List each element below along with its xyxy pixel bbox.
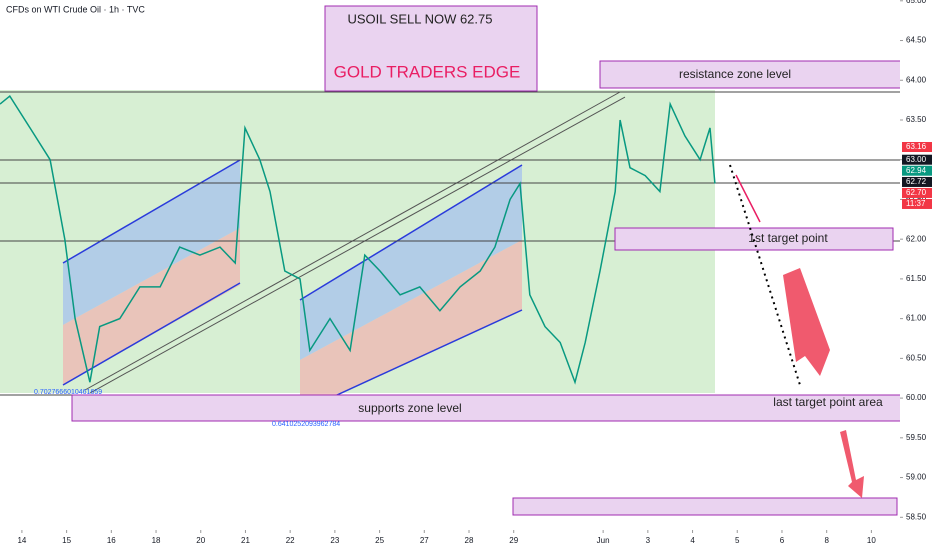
- price-marker-label: 63.00: [906, 155, 927, 164]
- x-tick-label: 6: [780, 536, 785, 545]
- brand-text: GOLD TRADERS EDGE: [334, 62, 521, 81]
- path-arrow: [729, 164, 801, 386]
- price-marker-label: 62.72: [906, 177, 927, 186]
- price-marker-label: 63.16: [906, 142, 927, 151]
- y-tick-label: 60.00: [906, 393, 927, 402]
- price-marker: [902, 165, 932, 176]
- target1-text: 1st target point: [748, 231, 828, 245]
- y-tick-label: 60.50: [906, 353, 927, 362]
- channel-line: [299, 164, 523, 301]
- y-tick-label: 65.00: [906, 0, 927, 5]
- x-tick-label: 4: [690, 536, 695, 545]
- x-tick-label: Jun: [597, 536, 610, 545]
- x-tick-label: 27: [420, 536, 429, 545]
- x-tick-label: 16: [107, 536, 116, 545]
- target-last-text: last target point area: [773, 395, 883, 409]
- fib-label: 0.7027666010461659: [34, 389, 102, 396]
- x-tick-label: 22: [286, 536, 295, 545]
- price-marker-label: 62.94: [906, 166, 927, 175]
- price-axis: [900, 0, 932, 550]
- support-text: supports zone level: [358, 401, 461, 415]
- x-tick-label: 14: [17, 536, 26, 545]
- x-tick-label: 20: [196, 536, 205, 545]
- x-tick-label: 15: [62, 536, 71, 545]
- price-marker: [902, 187, 932, 198]
- lower-box: [512, 497, 898, 516]
- target1-box: [614, 227, 894, 251]
- y-tick-label: 64.50: [906, 36, 927, 45]
- channel-line: [62, 159, 241, 264]
- channel-upper: [63, 160, 240, 325]
- y-tick-label: 61.00: [906, 314, 927, 323]
- support-box: [71, 394, 931, 422]
- price-line: [0, 94, 716, 385]
- price-marker: [902, 142, 932, 153]
- arrow: [735, 174, 761, 223]
- x-tick-label: 18: [152, 536, 161, 545]
- signal-box: [324, 5, 538, 92]
- channel2-lower: [300, 240, 522, 412]
- price-marker-label: 62.70: [906, 188, 927, 197]
- x-tick-label: 3: [646, 536, 651, 545]
- x-tick-label: 10: [867, 536, 876, 545]
- y-tick-label: 64.00: [906, 75, 927, 84]
- y-tick-label: 63.50: [906, 115, 927, 124]
- resistance-text: resistance zone level: [679, 67, 791, 81]
- x-tick-label: 28: [465, 536, 474, 545]
- price-marker: [902, 154, 932, 165]
- price-marker: [902, 176, 932, 187]
- x-tick-label: 21: [241, 536, 250, 545]
- y-tick-label: 61.50: [906, 274, 927, 283]
- x-tick-label: 8: [824, 536, 829, 545]
- y-tick-label: 59.50: [906, 433, 927, 442]
- y-tick-label: 59.00: [906, 473, 927, 482]
- y-tick-label: 58.50: [906, 512, 927, 521]
- x-tick-label: 25: [375, 536, 384, 545]
- trend-line: [89, 96, 626, 394]
- symbol-title: CFDs on WTI Crude Oil · 1h · TVC: [6, 4, 145, 14]
- fib-label: 0.6410252093962784: [272, 421, 340, 428]
- signal-text: USOIL SELL NOW 62.75: [348, 11, 493, 26]
- arrow: [783, 268, 830, 376]
- y-tick-label: 62.00: [906, 234, 927, 243]
- resistance-box: [599, 60, 931, 89]
- x-tick-label: 29: [509, 536, 518, 545]
- channel-lower: [63, 228, 240, 385]
- arrow: [840, 430, 864, 498]
- time-axis: [0, 530, 932, 550]
- countdown-bg: [902, 198, 932, 209]
- x-tick-label: 5: [735, 536, 740, 545]
- countdown: 11:37: [906, 199, 926, 208]
- x-tick-label: 23: [330, 536, 339, 545]
